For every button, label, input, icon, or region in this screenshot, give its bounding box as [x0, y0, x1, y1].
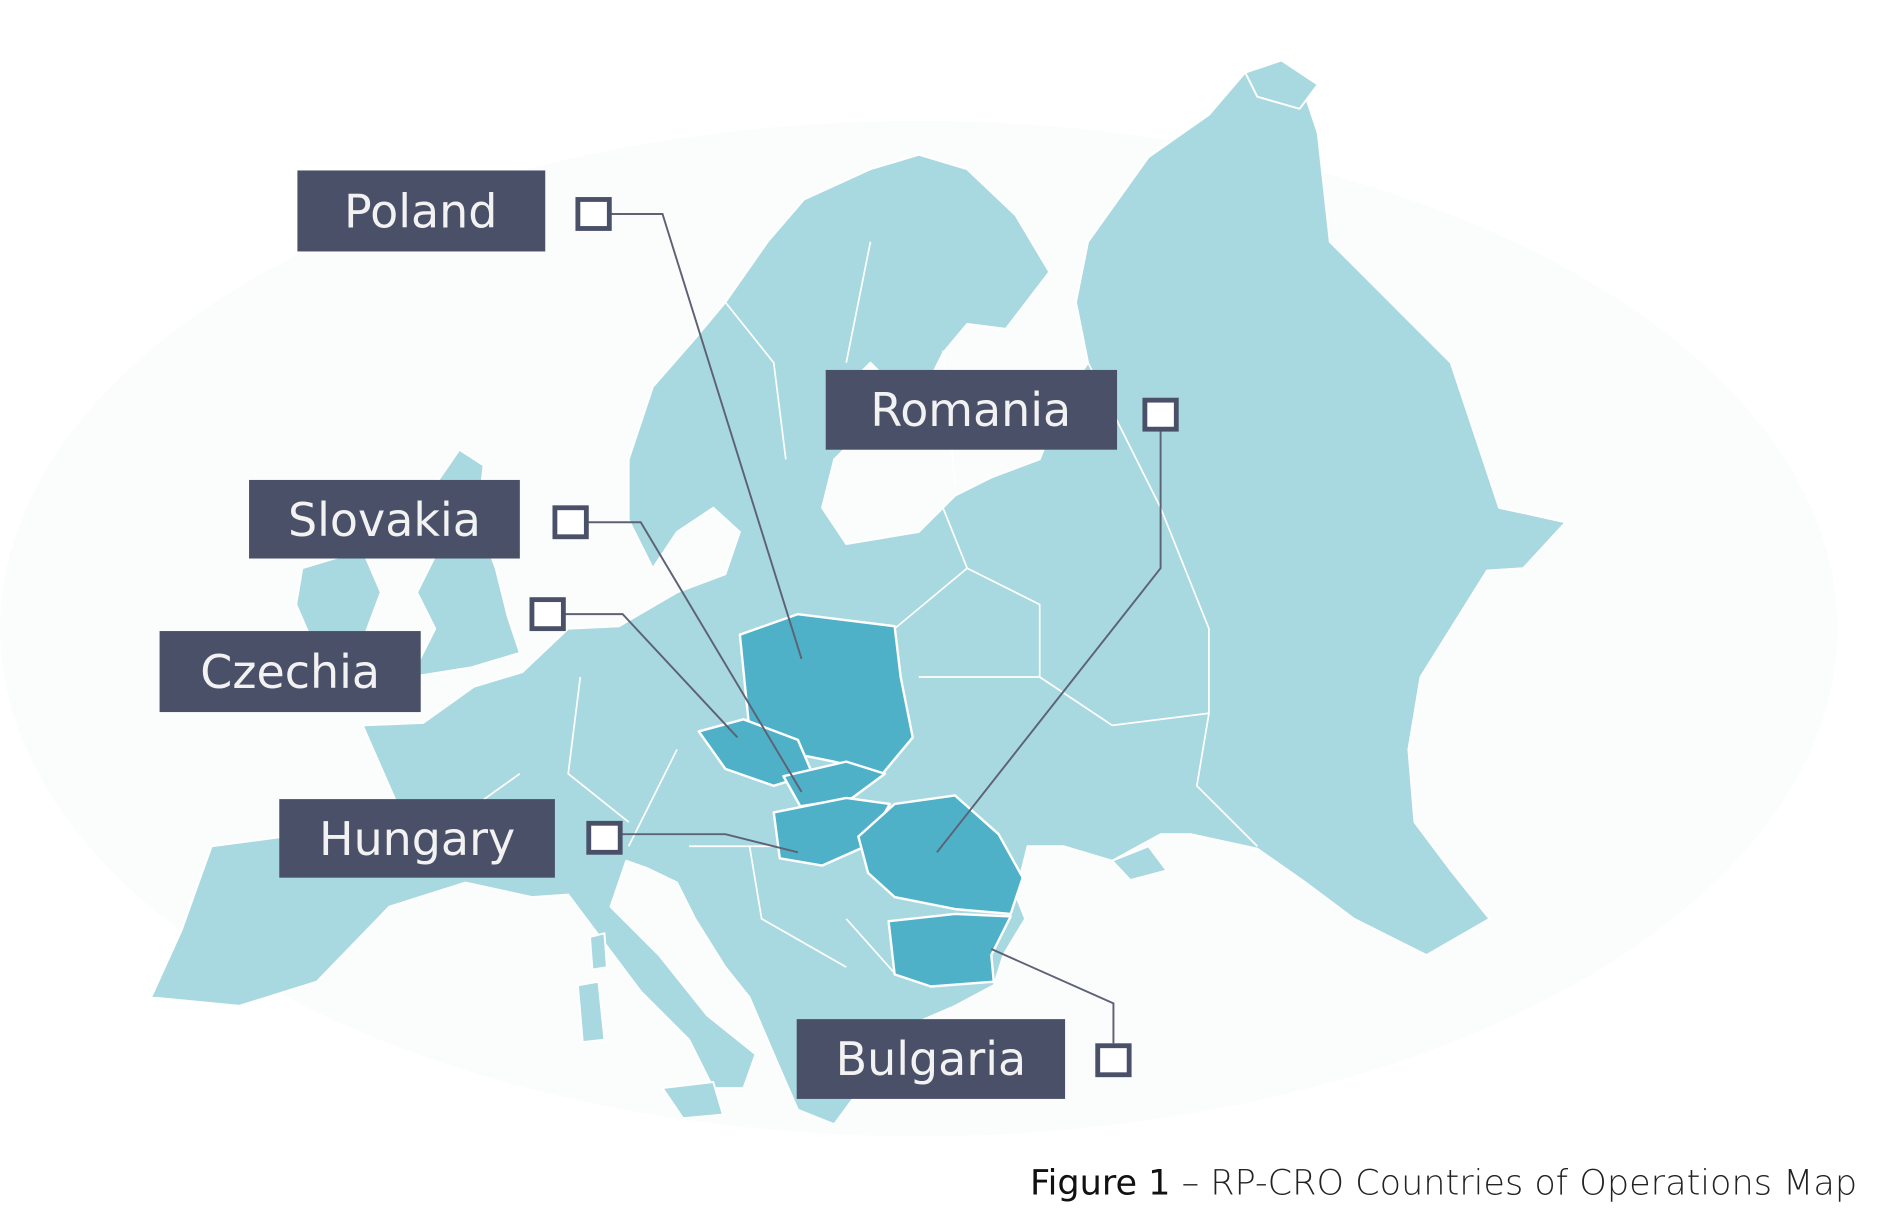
- marker-hungary: [586, 820, 623, 855]
- leader-line-bulgaria: [990, 948, 1115, 1044]
- novaya-zemlya: [1244, 59, 1319, 110]
- figure-caption: Figure 1 – RP-CRO Countries of Operation…: [1030, 1162, 1857, 1203]
- marker-czechia: [529, 597, 566, 632]
- country-bulgaria: [887, 912, 1012, 988]
- label-text: Bulgaria: [836, 1032, 1026, 1086]
- marker-bulgaria: [1095, 1043, 1132, 1078]
- figure-title: – RP-CRO Countries of Operations Map: [1170, 1162, 1857, 1203]
- label-text: Poland: [344, 185, 497, 239]
- leader-line-hungary: [621, 833, 799, 854]
- label-bulgaria: Bulgaria: [796, 1019, 1066, 1099]
- label-text: Hungary: [319, 812, 515, 866]
- label-slovakia: Slovakia: [249, 479, 520, 559]
- marker-romania: [1142, 397, 1179, 432]
- label-text: Czechia: [200, 645, 380, 699]
- sicily: [661, 1081, 724, 1120]
- country-slovakia: [782, 760, 887, 808]
- marker-poland: [575, 197, 612, 231]
- leader-line-czechia: [564, 613, 739, 739]
- sardinia: [576, 980, 606, 1044]
- marker-slovakia: [552, 505, 589, 540]
- label-hungary: Hungary: [279, 799, 555, 878]
- figure-number: Figure 1: [1030, 1162, 1170, 1203]
- country-romania: [857, 794, 1024, 916]
- label-text: Romania: [870, 383, 1071, 437]
- crimea: [1111, 845, 1168, 882]
- leader-line-poland: [609, 213, 803, 660]
- label-text: Slovakia: [288, 493, 481, 547]
- label-romania: Romania: [825, 369, 1118, 450]
- label-czechia: Czechia: [159, 631, 421, 713]
- label-poland: Poland: [297, 170, 546, 252]
- leader-line-romania: [936, 430, 1162, 853]
- corsica: [589, 932, 608, 971]
- leader-line-slovakia: [586, 521, 803, 793]
